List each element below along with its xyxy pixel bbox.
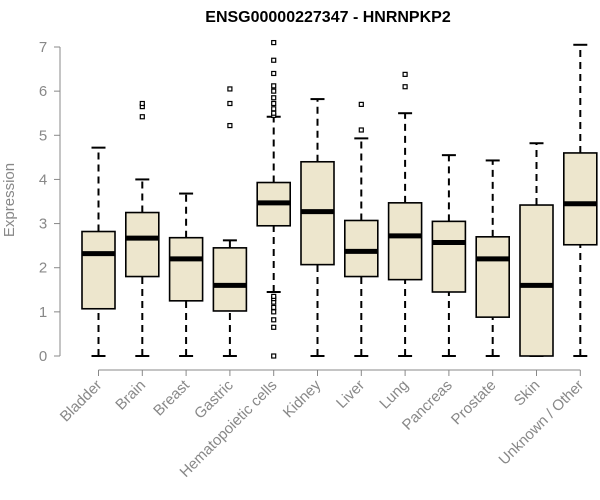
outlier-point [402,71,408,77]
iqr-box [475,236,511,318]
outlier-point [271,309,277,315]
iqr-box [168,236,204,302]
outlier-point [271,88,277,94]
y-tick-label: 1 [39,304,47,321]
outlier-point [271,293,277,300]
iqr-box [212,247,248,312]
iqr-box [125,211,160,278]
y-tick-label: 4 [39,171,47,188]
iqr-box [562,152,598,246]
outlier-point [139,114,145,120]
box-bladder [81,146,116,357]
outlier-point [271,106,277,112]
box-skin [519,142,554,357]
y-tick-label: 2 [39,260,47,277]
y-tick-label: 6 [39,83,47,100]
outlier-point [271,110,277,116]
box-pancreas [431,154,467,357]
iqr-box [519,204,554,357]
outlier-point [227,122,233,129]
box-lung [387,71,423,357]
iqr-box [81,230,116,310]
outlier-point [271,353,277,359]
outlier-point [271,39,277,46]
box-unknown-other [562,43,598,357]
iqr-box [431,220,467,293]
y-tick-label: 3 [39,216,47,233]
y-tick-label: 7 [39,39,47,56]
x-tick-label: Brain [112,377,149,414]
outlier-point [402,84,408,90]
box-brain [125,100,160,357]
outlier-point [358,127,364,133]
outlier-point [271,100,277,107]
box-breast [168,192,204,357]
iqr-box [387,202,423,281]
x-tick-label: Skin [511,377,544,410]
box-gastric [212,86,248,357]
outlier-point [271,70,277,77]
box-prostate [475,159,511,357]
x-tick-label: Breast [150,376,193,419]
boxes-group [81,39,598,359]
outlier-point [271,324,277,330]
box-kidney [300,98,335,357]
outlier-point [139,100,145,107]
y-tick-label: 5 [39,127,47,144]
x-tick-label: Prostate [448,377,500,429]
outlier-point [227,100,233,107]
outlier-point [271,95,277,101]
outlier-point [271,304,277,311]
x-tick-label: Kidney [280,376,325,421]
y-axis: 0 1 2 3 4 5 6 7 [39,39,61,365]
outlier-point [271,57,277,63]
x-tick-label: Lung [376,377,412,413]
box-liver [343,101,379,357]
x-tick-label: Bladder [57,377,106,426]
outlier-point [271,317,277,323]
outlier-point [271,83,277,89]
chart-title: ENSG00000227347 - HNRNPKP2 [205,9,451,26]
y-tick-label: 0 [39,348,47,365]
iqr-box [343,219,379,278]
outlier-point [227,86,233,92]
box-hematopoietic-cells [256,39,292,359]
outlier-point [358,101,364,107]
x-tick-label: Liver [333,377,368,412]
y-axis-label: Expression [1,163,18,237]
